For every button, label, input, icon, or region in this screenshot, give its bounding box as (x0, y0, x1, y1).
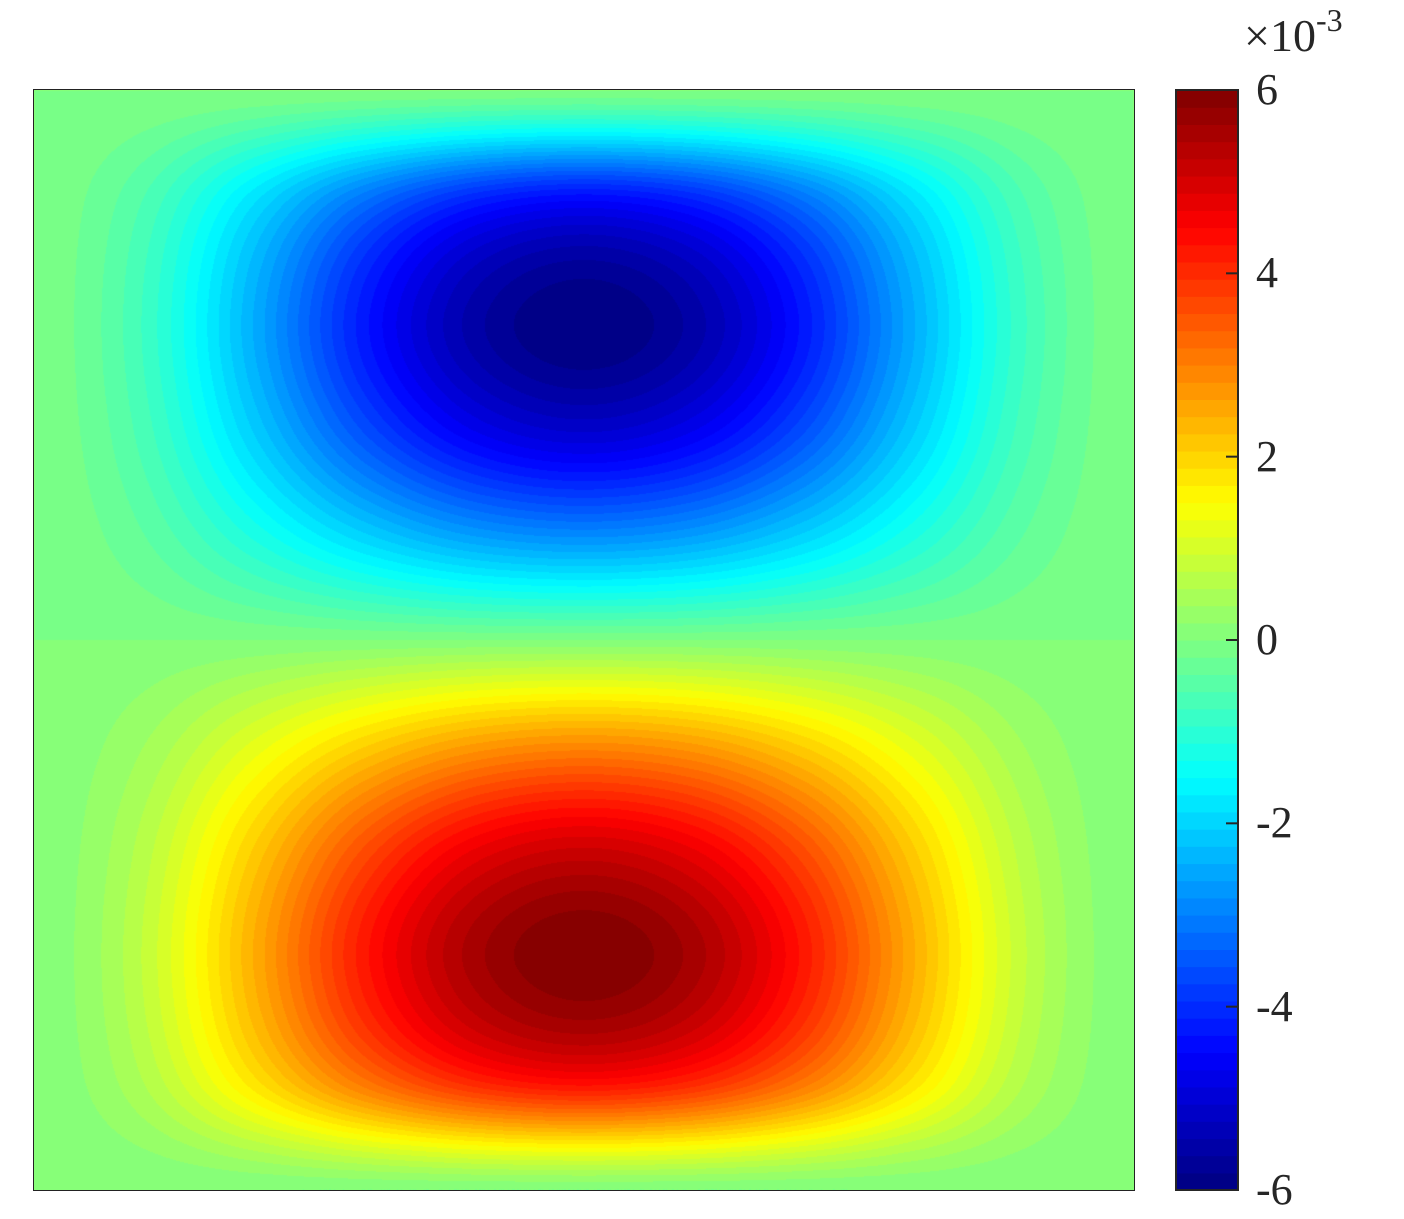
colorbar-level-swatch (1176, 1000, 1238, 1019)
colorbar-level-swatch (1176, 450, 1238, 469)
colorbar-level-swatch (1176, 674, 1238, 693)
colorbar-level-swatch (1176, 433, 1238, 452)
colorbar-level-swatch (1176, 330, 1238, 349)
colorbar-level-swatch (1176, 227, 1238, 246)
colorbar-level-swatch (1176, 863, 1238, 882)
exponent-power: -3 (1315, 2, 1343, 38)
colorbar-level-swatch (1176, 313, 1238, 332)
colorbar-level-swatch (1176, 777, 1238, 796)
colorbar-level-swatch (1176, 605, 1238, 624)
colorbar-tick-label: 0 (1256, 615, 1278, 664)
colorbar-level-swatch (1176, 158, 1238, 177)
colorbar-level-swatch (1176, 708, 1238, 727)
colorbar-level-swatch (1176, 932, 1238, 950)
colorbar-level-swatch (1176, 296, 1238, 315)
colorbar-level-swatch (1176, 141, 1238, 160)
colorbar-level-swatch (1176, 1104, 1238, 1122)
colorbar-level-swatch (1176, 416, 1238, 435)
colorbar-level-swatch (1176, 915, 1238, 933)
colorbar-level-swatch (1176, 519, 1238, 538)
colorbar-level-swatch (1176, 880, 1238, 899)
colorbar-level-swatch (1176, 210, 1238, 229)
colorbar-level-swatch (1176, 1121, 1238, 1140)
colorbar-level-swatch (1176, 365, 1238, 383)
colorbar-level-swatch (1176, 983, 1238, 1002)
colorbar-level-swatch (1176, 949, 1238, 968)
colorbar-tick-label: 4 (1256, 248, 1278, 297)
colorbar-level-swatch (1176, 966, 1238, 985)
colorbar-level-swatch (1176, 261, 1238, 280)
colorbar-level-swatch (1176, 1018, 1238, 1036)
colorbar-level-swatch (1176, 1069, 1238, 1088)
colorbar-level-swatch (1176, 571, 1238, 590)
colorbar-level-swatch (1176, 743, 1238, 761)
colorbar-level-swatch (1176, 193, 1238, 211)
colorbar-level-swatch (1176, 897, 1238, 916)
colorbar-level-swatch (1176, 794, 1238, 813)
colorbar-level-swatch (1176, 657, 1238, 675)
colorbar-level-swatch (1176, 640, 1238, 658)
colorbar-level-swatch (1176, 829, 1238, 847)
colorbar-level-swatch (1176, 811, 1238, 830)
colorbar-level-swatch (1176, 175, 1238, 194)
contour-fill (34, 90, 1134, 1190)
colorbar-level-swatch (1176, 554, 1238, 572)
colorbar-tick-label: -2 (1256, 798, 1293, 847)
colorbar-level-swatch (1176, 279, 1238, 297)
colorbar-level-swatch (1176, 588, 1238, 607)
colorbar-level-swatch (1176, 468, 1238, 486)
colorbar-level-swatch (1176, 485, 1238, 504)
colorbar-exponent-label: ×10-3 (1244, 4, 1343, 59)
colorbar-level-swatch (1176, 107, 1238, 125)
colorbar-level-swatch (1176, 1035, 1238, 1054)
colorbar-level-swatch (1176, 760, 1238, 779)
colorbar-level-swatch (1176, 399, 1238, 418)
colorbar-tick-label: -6 (1256, 1165, 1293, 1214)
colorbar-level-swatch (1176, 347, 1238, 366)
colorbar-tick-label: -4 (1256, 982, 1293, 1031)
colorbar-tick-label: 6 (1256, 65, 1278, 114)
colorbar-level-swatch (1176, 1155, 1238, 1174)
colorbar-level-swatch (1176, 502, 1238, 521)
colorbar-level-swatch (1176, 124, 1238, 143)
colorbar-level-swatch (1176, 725, 1238, 744)
colorbar-level-swatch (1176, 691, 1238, 710)
exponent-base: ×10 (1244, 10, 1316, 61)
colorbar-level-swatch (1176, 1138, 1238, 1157)
colorbar-level-swatch (1176, 846, 1238, 865)
colorbar-tick-label: 2 (1256, 432, 1278, 481)
colorbar-level-swatch (1176, 90, 1238, 108)
colorbar-level-swatch (1176, 382, 1238, 400)
colorbar-level-swatch (1176, 536, 1238, 555)
colorbar-level-swatch (1176, 622, 1238, 641)
colorbar-level-swatch (1176, 1086, 1238, 1105)
colorbar-level-swatch (1176, 1052, 1238, 1071)
colorbar-level-swatch (1176, 244, 1238, 263)
colorbar-level-swatch (1176, 1172, 1238, 1191)
